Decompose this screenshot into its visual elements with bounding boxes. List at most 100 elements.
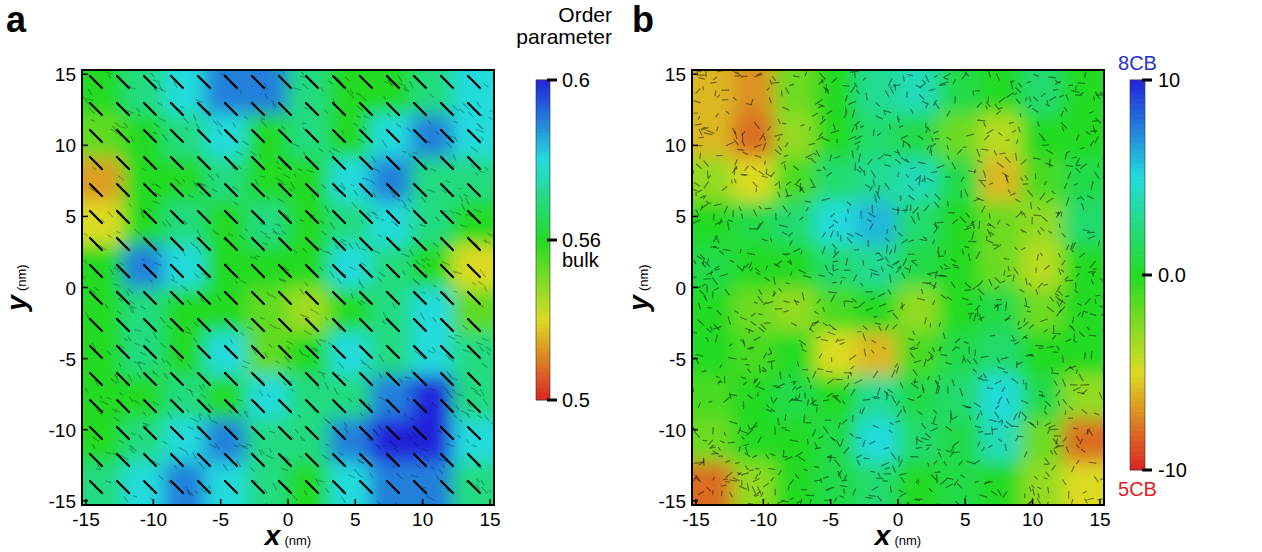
molecule	[83, 97, 88, 103]
director	[414, 103, 426, 115]
molecule	[367, 213, 371, 217]
molecule	[857, 460, 860, 465]
molecule	[1091, 141, 1094, 146]
director	[279, 481, 291, 493]
director	[333, 76, 345, 88]
molecule	[318, 480, 324, 482]
molecule	[215, 443, 219, 448]
molecule	[359, 282, 364, 288]
molecule	[918, 162, 925, 163]
cell	[815, 418, 857, 463]
molecule	[939, 347, 942, 350]
molecule	[404, 413, 405, 416]
colorbar-segment	[536, 96, 550, 101]
x-tick-label: -10	[140, 509, 167, 530]
molecule	[911, 109, 913, 113]
molecule	[456, 405, 459, 409]
molecule	[373, 192, 376, 197]
molecule	[239, 166, 241, 169]
director	[90, 292, 102, 304]
cell	[370, 113, 412, 158]
molecule	[154, 372, 159, 378]
director	[468, 238, 480, 250]
molecule	[860, 126, 863, 128]
cell	[1062, 70, 1104, 114]
molecule	[1053, 325, 1054, 332]
molecule	[993, 244, 998, 246]
molecule	[786, 88, 789, 94]
molecule	[133, 496, 136, 497]
cell	[898, 157, 940, 202]
molecule	[301, 76, 306, 77]
molecule	[820, 73, 825, 79]
molecule	[410, 82, 413, 88]
colorbar-segment	[536, 216, 550, 221]
molecule	[119, 363, 121, 367]
molecule	[759, 365, 760, 373]
molecule	[998, 367, 1004, 369]
molecule	[935, 202, 939, 207]
cell	[898, 374, 940, 419]
director	[171, 76, 183, 88]
molecule	[373, 212, 376, 213]
molecule	[774, 427, 776, 434]
molecule	[299, 350, 302, 354]
molecule	[141, 306, 146, 309]
colorbar-segment	[536, 112, 550, 117]
molecule	[809, 127, 810, 130]
cell	[980, 200, 1022, 245]
molecule	[434, 285, 437, 287]
director	[333, 103, 345, 115]
molecule	[1046, 101, 1048, 104]
cell	[452, 418, 494, 463]
molecule	[325, 317, 327, 320]
molecule	[408, 433, 411, 439]
director	[414, 427, 426, 439]
cell	[411, 331, 453, 376]
molecule	[410, 250, 413, 256]
molecule	[283, 382, 286, 385]
cell	[411, 374, 453, 419]
molecule	[237, 399, 242, 401]
molecule	[932, 138, 934, 141]
molecule	[240, 90, 242, 93]
molecule	[118, 176, 124, 180]
director	[198, 454, 210, 466]
molecule	[1066, 339, 1071, 341]
colorbar-segment	[536, 320, 550, 325]
molecule	[998, 220, 1000, 224]
plot-ground	[82, 70, 494, 505]
director	[144, 373, 156, 385]
molecule	[773, 77, 776, 81]
cell	[246, 331, 288, 376]
molecule	[455, 138, 457, 141]
director	[306, 454, 318, 466]
molecule	[934, 75, 937, 77]
molecule	[406, 377, 411, 378]
cell	[123, 331, 165, 376]
director	[90, 373, 102, 385]
molecule	[1062, 379, 1065, 386]
molecule	[329, 81, 333, 84]
molecule	[1077, 460, 1079, 463]
molecule	[723, 249, 730, 250]
molecule	[976, 252, 980, 259]
molecule	[482, 363, 487, 367]
cell	[370, 461, 412, 505]
colorbar-segment	[536, 368, 550, 373]
molecule	[376, 445, 380, 449]
director	[252, 76, 264, 88]
molecule-texture	[692, 70, 1104, 505]
molecule	[779, 225, 787, 227]
molecule	[355, 470, 358, 474]
colorbar-segment	[536, 196, 550, 201]
cell	[205, 374, 247, 419]
cell	[205, 287, 247, 332]
colorbar-segment	[536, 292, 550, 297]
molecule	[977, 120, 985, 122]
molecule	[753, 182, 757, 187]
molecule	[934, 416, 936, 422]
director	[279, 292, 291, 304]
molecule	[379, 272, 385, 277]
cell	[980, 418, 1022, 463]
